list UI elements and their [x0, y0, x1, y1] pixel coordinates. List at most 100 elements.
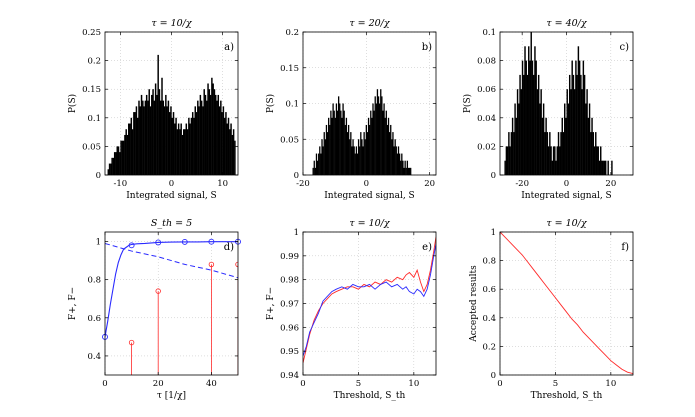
histogram-bar	[350, 132, 352, 175]
histogram-bar	[388, 132, 391, 175]
histogram-bar	[518, 103, 520, 175]
histogram-bar	[216, 100, 218, 175]
histogram-bar	[325, 124, 328, 175]
x-axis-label: Integrated signal, S	[126, 191, 216, 201]
histogram-bar	[575, 60, 577, 175]
histogram-bar	[197, 100, 199, 175]
y-tick-label: 0.1	[285, 100, 299, 110]
histogram-bar	[326, 132, 329, 175]
histogram-bar	[133, 112, 135, 175]
x-tick-label: 5	[356, 379, 361, 389]
histogram-bar	[220, 100, 222, 175]
histogram-bar	[351, 146, 353, 175]
histogram-bar	[234, 140, 236, 175]
histogram-bar	[380, 89, 382, 175]
histogram-bar	[506, 146, 509, 175]
histogram-bar	[540, 89, 542, 175]
histogram-bar	[159, 100, 162, 175]
histogram-bar	[505, 146, 508, 175]
histogram-bar	[204, 94, 207, 175]
histogram-bar	[524, 46, 526, 175]
y-tick-label: 0	[294, 171, 299, 181]
blue-marker	[155, 239, 162, 246]
histogram-bar	[227, 117, 230, 175]
histogram-bar	[121, 140, 124, 175]
histogram-bar	[549, 132, 551, 175]
x-tick-label: 40	[206, 379, 217, 389]
y-axis-label: Accepted results	[469, 265, 479, 343]
y-tick-label: 0.8	[87, 276, 101, 286]
histogram-bar	[184, 129, 186, 175]
histogram-bar	[597, 146, 599, 175]
histogram-bar	[504, 160, 506, 175]
histogram-bar	[541, 117, 544, 175]
y-tick-label: 0	[491, 171, 496, 181]
histogram-bar	[550, 146, 552, 175]
histogram-bar	[509, 146, 511, 175]
histogram-bar	[110, 163, 112, 175]
histogram-bar	[571, 60, 573, 175]
histogram-bar	[342, 103, 344, 175]
histogram-bar	[143, 106, 145, 175]
histogram-bar	[346, 132, 349, 175]
y-tick-label: 0.2	[482, 342, 496, 352]
y-tick-label: 0.97	[280, 300, 299, 310]
histogram-bar	[312, 167, 314, 175]
histogram-bar	[130, 117, 133, 175]
histogram-bar	[188, 117, 190, 175]
y-tick-label: 0.15	[82, 85, 101, 95]
histogram-bar	[328, 117, 330, 175]
histogram-bar	[539, 103, 541, 175]
histogram-bar	[214, 94, 217, 175]
histogram-bar	[392, 132, 394, 175]
histogram-bar	[586, 89, 588, 175]
histogram-bar	[353, 146, 355, 175]
histogram-bar	[170, 106, 172, 175]
histogram-bar	[363, 132, 365, 175]
histogram-bar	[176, 129, 179, 175]
histogram-bar	[142, 100, 144, 175]
histogram-bar	[559, 146, 561, 175]
histogram-bar	[590, 132, 592, 175]
histogram-bar	[387, 117, 390, 175]
histogram-bar	[385, 110, 387, 175]
histogram-bar	[402, 160, 404, 175]
histogram-bar	[313, 160, 315, 175]
histogram-bar	[191, 112, 194, 175]
x-tick-label: 20	[153, 379, 164, 389]
histogram-bar	[122, 140, 125, 175]
histogram-bar	[536, 89, 539, 175]
histogram-bar	[370, 110, 372, 175]
histogram-bar	[568, 74, 571, 175]
histogram-bar	[401, 153, 403, 175]
histogram-bar	[333, 110, 335, 175]
histogram-bar	[318, 153, 320, 175]
x-tick-label: 10	[605, 379, 616, 389]
histogram-bar	[552, 146, 555, 175]
histogram-bar	[229, 129, 231, 175]
histogram-bar	[194, 106, 196, 175]
histogram-bar	[360, 132, 362, 175]
histogram-bar	[207, 83, 209, 175]
histogram-bar	[195, 112, 198, 175]
histogram-bar	[525, 60, 527, 175]
histogram-bar	[315, 153, 318, 175]
histogram-bar	[377, 96, 380, 175]
histogram-bar	[383, 103, 385, 175]
histogram-bar	[320, 153, 322, 175]
histogram-bar	[516, 89, 519, 175]
histogram-bar	[189, 123, 191, 175]
histogram-bar	[365, 124, 368, 175]
histogram-bar	[585, 103, 587, 175]
histogram-bar	[596, 146, 598, 175]
axes-frame	[499, 231, 634, 376]
histogram-bar	[404, 160, 406, 175]
histogram-bar	[601, 160, 603, 175]
histogram-bar	[369, 124, 371, 175]
histogram-bar	[341, 117, 343, 175]
histogram-bar	[560, 132, 562, 175]
histogram-bar	[314, 167, 317, 175]
panel-label: c)	[619, 42, 629, 53]
x-tick-label: -20	[296, 179, 310, 189]
histogram-bar	[135, 106, 138, 175]
